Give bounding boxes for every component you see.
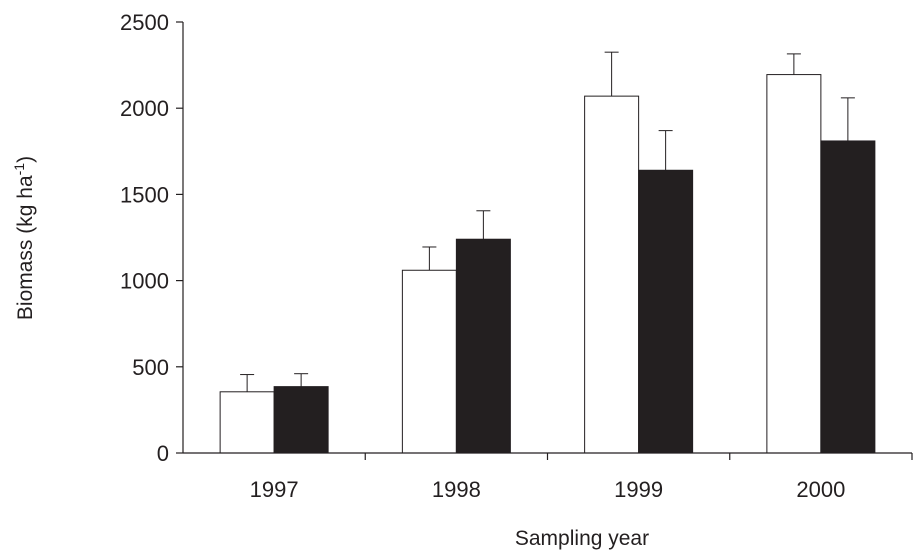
bar-1997-series-2 [273, 386, 329, 454]
bar-1999-series-1 [584, 95, 640, 454]
axes-layer [176, 21, 913, 460]
bar-2000-series-2 [820, 140, 876, 454]
y-axis-title-close: ) [14, 156, 37, 163]
bar-1999-series-2 [638, 169, 694, 454]
bars-layer [219, 74, 876, 454]
y-tick-label-500: 500 [132, 355, 169, 380]
x-tick-label-1999: 1999 [614, 477, 663, 502]
x-tick-label-2000: 2000 [796, 477, 845, 502]
bar-1998-series-2 [455, 238, 511, 454]
bar-1997-series-1 [219, 391, 275, 454]
y-tick-label-1000: 1000 [120, 269, 169, 294]
bar-1998-series-1 [401, 269, 457, 454]
x-tick-label-1997: 1997 [250, 477, 299, 502]
y-axis-title: Biomass (kg ha-1) [11, 156, 37, 320]
y-tick-label-0: 0 [157, 441, 169, 466]
error-bars-layer [240, 51, 855, 392]
bar-2000-series-1 [766, 74, 822, 454]
y-tick-labels: 0 500 1000 1500 2000 2500 [120, 10, 169, 466]
x-tick-label-1998: 1998 [432, 477, 481, 502]
y-tick-label-2500: 2500 [120, 10, 169, 35]
y-axis-title-superscript: -1 [11, 163, 27, 176]
y-tick-label-2000: 2000 [120, 96, 169, 121]
x-axis-title: Sampling year [515, 527, 649, 550]
y-tick-label-1500: 1500 [120, 182, 169, 207]
y-axis-title-main: Biomass (kg ha [14, 175, 37, 320]
x-tick-labels: 1997 1998 1999 2000 [250, 477, 846, 502]
